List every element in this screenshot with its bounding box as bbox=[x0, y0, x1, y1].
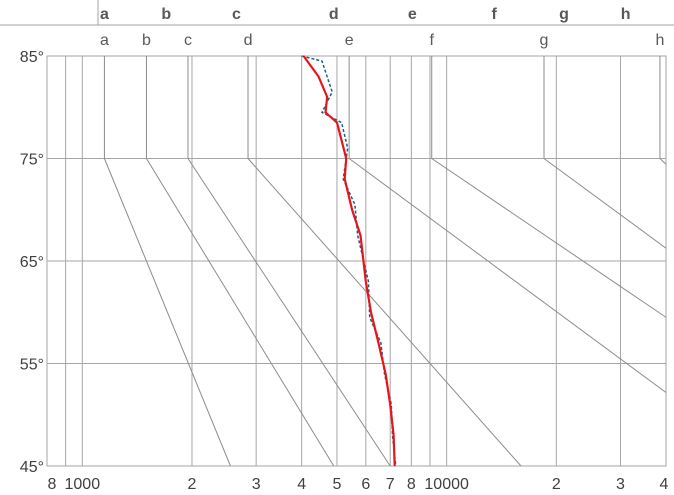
header-top-label: f bbox=[491, 6, 497, 23]
y-tick-label: 45° bbox=[20, 459, 44, 476]
y-axis-tick-labels: 45° 55° 65° 75° 85° bbox=[20, 49, 44, 476]
header-sub-label: e bbox=[345, 32, 354, 49]
reference-line-d-diagonal bbox=[247, 158, 522, 466]
y-tick-label: 75° bbox=[20, 152, 44, 169]
reference-line-h-diagonal bbox=[659, 158, 666, 165]
solid-series-line bbox=[302, 55, 396, 467]
header-sub-label: g bbox=[540, 32, 549, 49]
reference-line-b-diagonal bbox=[146, 158, 335, 466]
x-tick-label: 8 bbox=[407, 476, 416, 493]
reference-line-e-diagonal bbox=[348, 158, 666, 394]
header-top-label: e bbox=[408, 6, 417, 23]
x-tick-label: 4 bbox=[660, 476, 669, 493]
y-tick-label: 85° bbox=[20, 49, 44, 66]
reference-lines bbox=[103, 56, 666, 466]
header-sub-label: d bbox=[244, 32, 253, 49]
header-top-label: h bbox=[621, 6, 631, 23]
x-tick-label: 4 bbox=[297, 476, 306, 493]
header-top-label: b bbox=[161, 6, 171, 23]
header-sub-label: a bbox=[100, 32, 109, 49]
x-tick-label: 3 bbox=[616, 476, 625, 493]
reference-line-a-diagonal bbox=[103, 158, 231, 466]
y-tick-label: 55° bbox=[20, 357, 44, 374]
x-tick-label: 2 bbox=[188, 476, 197, 493]
column-headers: a b c d e f g ha b c d e f g h bbox=[100, 6, 664, 49]
x-tick-label: 5 bbox=[333, 476, 342, 493]
header-top-label: a bbox=[100, 6, 109, 23]
x-tick-label: 10000 bbox=[424, 476, 469, 493]
reference-line-f-diagonal bbox=[431, 158, 666, 318]
x-tick-label: 7 bbox=[386, 476, 395, 493]
header-sub-label: f bbox=[429, 32, 434, 49]
header-top-label: g bbox=[559, 6, 569, 23]
header-top-label: d bbox=[329, 6, 339, 23]
x-tick-label: 3 bbox=[252, 476, 261, 493]
x-tick-label: 2 bbox=[552, 476, 561, 493]
gridlines bbox=[0, 0, 674, 467]
x-tick-label: 6 bbox=[361, 476, 370, 493]
data-series bbox=[301, 55, 397, 467]
header-top-label: c bbox=[232, 6, 241, 23]
y-tick-label: 65° bbox=[20, 254, 44, 271]
reference-line-g-diagonal bbox=[543, 158, 666, 249]
x-tick-label: 8 bbox=[48, 476, 57, 493]
reference-line-c-diagonal bbox=[187, 158, 391, 466]
x-tick-label: 1000 bbox=[65, 476, 101, 493]
header-sub-label: h bbox=[655, 32, 664, 49]
header-sub-label: b bbox=[142, 32, 151, 49]
x-axis-tick-labels: 8 1000 2 3 4 5 6 7 8 10000 2 3 4 bbox=[48, 476, 669, 493]
header-sub-label: c bbox=[184, 32, 192, 49]
